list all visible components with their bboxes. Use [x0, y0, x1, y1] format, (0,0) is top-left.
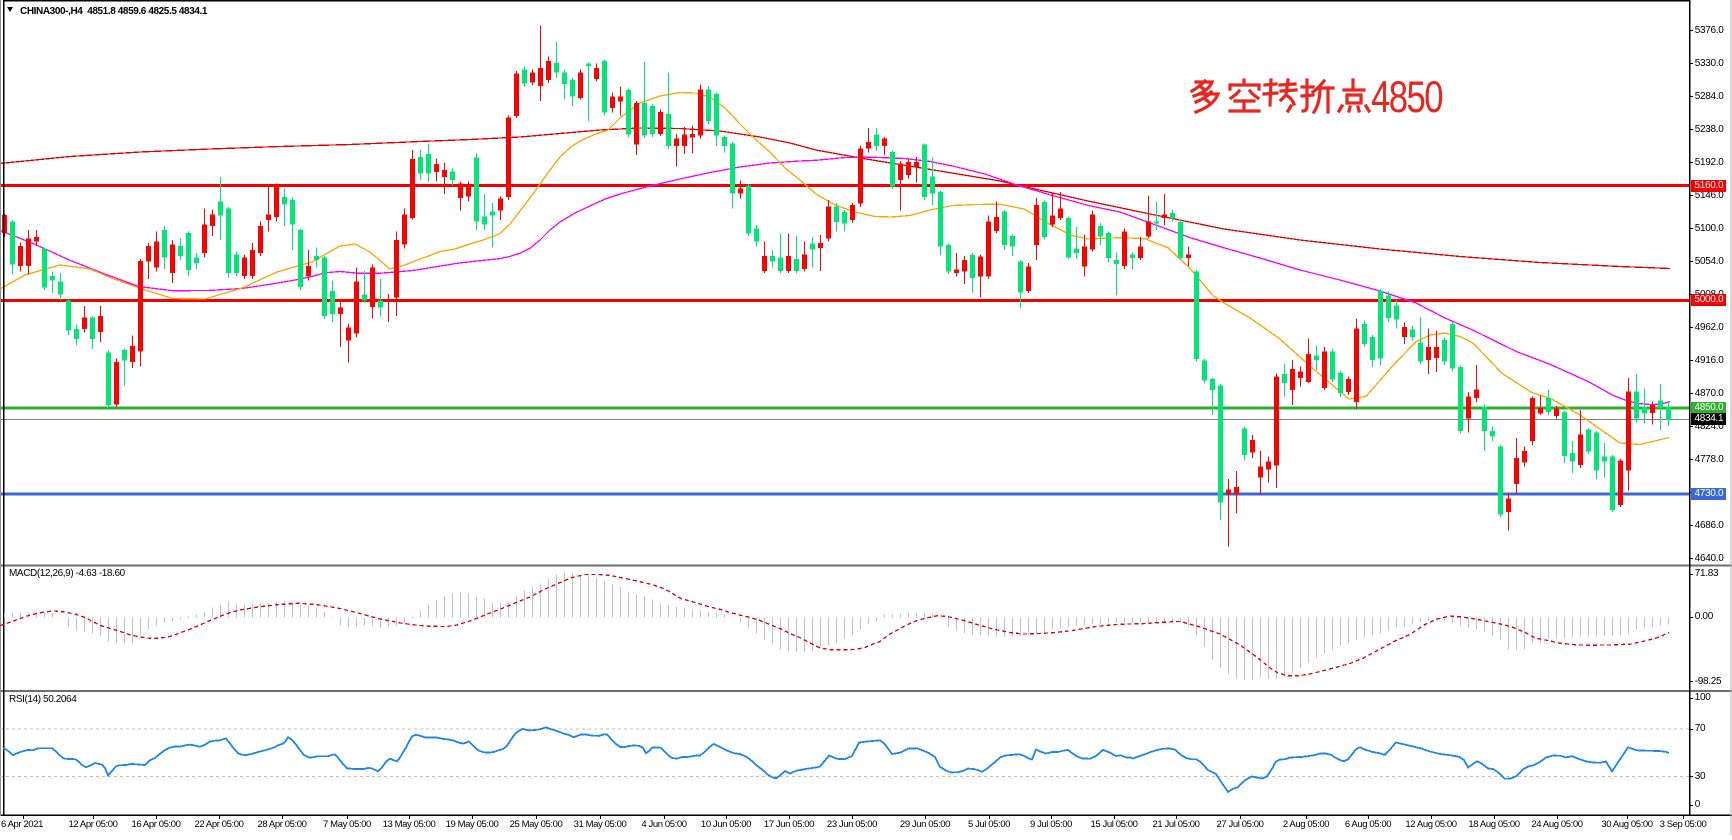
svg-text:4850: 4850: [1371, 73, 1444, 122]
